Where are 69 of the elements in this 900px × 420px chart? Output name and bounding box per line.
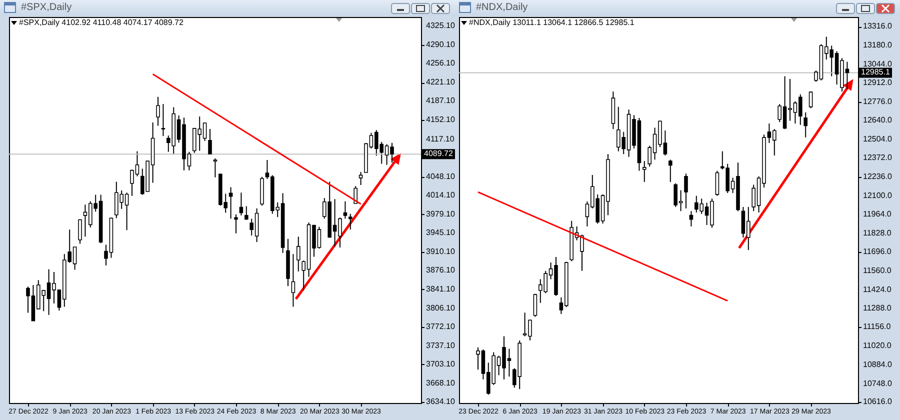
chart-title: #NDX,Daily bbox=[476, 2, 528, 13]
candlestick bbox=[343, 200, 348, 220]
candlestick bbox=[234, 214, 238, 234]
y-tick-label: 3806.10 bbox=[426, 303, 456, 312]
candlestick bbox=[156, 96, 160, 126]
y-tick-label: 3979.10 bbox=[426, 209, 456, 218]
chart-subtitle: #NDX,Daily 13011.1 13064.1 12866.5 12985.1 bbox=[469, 18, 634, 27]
y-tick-label: 11828.0 bbox=[863, 228, 892, 238]
chart-subtitle: #SPX,Daily 4102.92 4110.48 4074.17 4089.72 bbox=[19, 18, 184, 27]
y-tick-label: 4014.10 bbox=[426, 190, 456, 200]
y-tick-label: 12372.0 bbox=[863, 152, 892, 162]
y-tick-label: 11424.0 bbox=[863, 284, 892, 294]
candlestick bbox=[804, 112, 808, 138]
candlestick bbox=[213, 158, 218, 178]
y-tick-label: 4221.10 bbox=[426, 78, 456, 87]
y-tick-label: 4187.10 bbox=[426, 96, 456, 106]
candlestick bbox=[642, 160, 646, 182]
y-tick-label: 3634.10 bbox=[426, 396, 456, 406]
y-tick-label: 11696.0 bbox=[863, 246, 892, 256]
y-tick-label: 11156.0 bbox=[863, 322, 892, 332]
y-tick-label: 3737.10 bbox=[426, 340, 456, 350]
ref-line-label: 4089.72 bbox=[424, 149, 454, 158]
y-tick-label: 12640.0 bbox=[863, 116, 892, 125]
candlestick bbox=[291, 254, 296, 308]
y-tick-label: 3910.10 bbox=[426, 246, 456, 256]
y-tick-label: 4290.10 bbox=[426, 40, 456, 50]
y-tick-label: 3841.10 bbox=[426, 284, 456, 294]
y-tick-label: 12236.0 bbox=[863, 172, 892, 181]
y-tick-label: 12100.0 bbox=[863, 190, 892, 200]
y-tick-label: 12504.0 bbox=[863, 134, 892, 144]
candlestick bbox=[358, 171, 363, 186]
candlestick bbox=[228, 186, 233, 220]
candlestick bbox=[296, 236, 300, 272]
y-tick-label: 3703.10 bbox=[426, 359, 456, 368]
y-tick-label: 11560.0 bbox=[863, 266, 892, 275]
y-tick-label: 4117.10 bbox=[426, 134, 455, 144]
y-tick-label: 11288.0 bbox=[863, 304, 892, 313]
y-tick-label: 13180.0 bbox=[863, 40, 892, 50]
y-tick-label: 13316.0 bbox=[863, 22, 892, 31]
candlestick bbox=[348, 213, 352, 230]
y-tick-label: 3876.10 bbox=[426, 265, 456, 274]
y-tick-label: 3668.10 bbox=[426, 378, 456, 388]
y-tick-label: 4256.10 bbox=[426, 58, 456, 68]
candlestick bbox=[354, 186, 358, 204]
candlestick bbox=[808, 91, 813, 109]
y-tick-label: 4152.10 bbox=[426, 115, 456, 124]
candlestick bbox=[668, 159, 672, 182]
y-tick-label: 10616.0 bbox=[863, 397, 892, 406]
candlestick bbox=[715, 170, 720, 196]
y-tick-label: 10884.0 bbox=[863, 360, 892, 369]
y-tick-label: 12912.0 bbox=[863, 78, 892, 87]
y-tick-label: 3772.10 bbox=[426, 322, 456, 331]
y-tick-label: 13044.0 bbox=[863, 60, 892, 69]
y-tick-label: 10748.0 bbox=[863, 378, 892, 388]
y-tick-label: 4325.10 bbox=[426, 21, 456, 30]
candlestick bbox=[684, 173, 688, 209]
candlestick bbox=[208, 128, 212, 156]
candlestick bbox=[244, 206, 248, 220]
y-tick-label: 4048.10 bbox=[426, 172, 456, 181]
ref-line-label: 12985.1 bbox=[861, 68, 890, 77]
chart-title: #SPX,Daily bbox=[21, 2, 72, 13]
candlestick bbox=[78, 218, 82, 244]
candlestick bbox=[533, 293, 538, 318]
y-tick-label: 12776.0 bbox=[863, 96, 892, 106]
y-tick-label: 11964.0 bbox=[863, 210, 892, 219]
y-tick-label: 3945.10 bbox=[426, 228, 456, 237]
candlestick bbox=[161, 103, 166, 137]
y-tick-label: 11020.0 bbox=[863, 340, 892, 350]
candlestick bbox=[239, 192, 244, 216]
